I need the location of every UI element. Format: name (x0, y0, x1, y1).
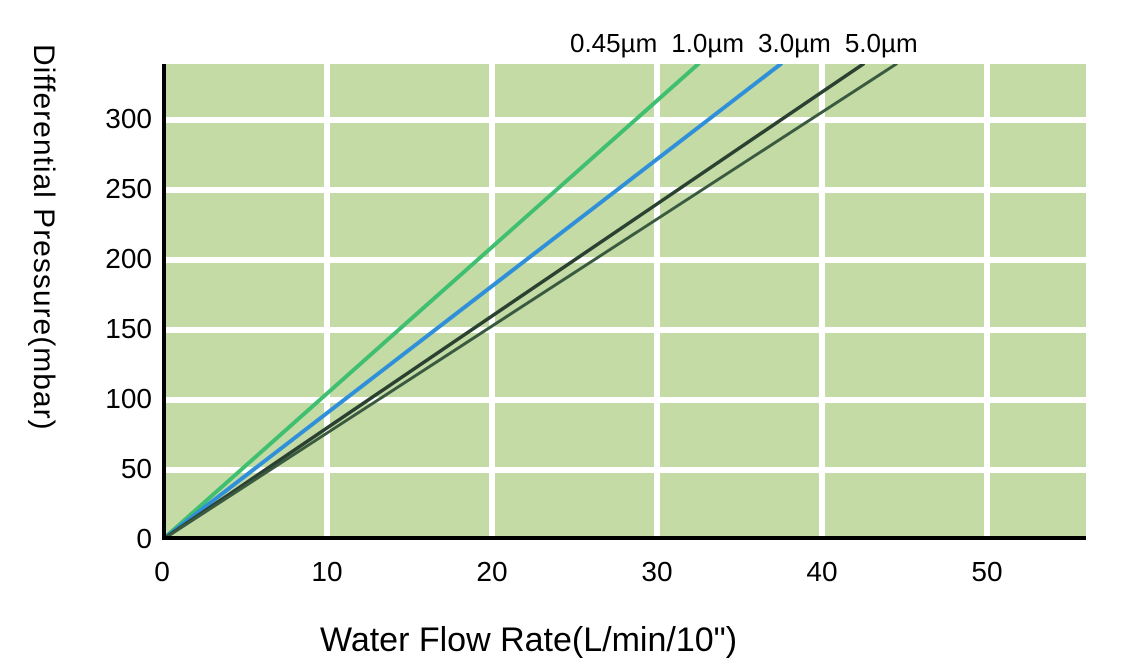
y-tick-label: 150 (92, 313, 152, 345)
y-tick-label: 250 (92, 173, 152, 205)
x-tick-label: 10 (302, 556, 352, 588)
x-tick-label: 0 (137, 556, 187, 588)
series-label-3: 5.0µm (845, 28, 918, 59)
x-tick-label: 30 (632, 556, 682, 588)
series-labels: 0.45µm 1.0µm 3.0µm 5.0µm (570, 28, 918, 59)
x-tick-label: 50 (962, 556, 1012, 588)
chart-container: Differential Pressure(mbar) 0.45µm 1.0µm… (0, 0, 1132, 672)
y-tick-label: 200 (92, 243, 152, 275)
x-axis-label: Water Flow Rate(L/min/10") (320, 621, 737, 660)
x-tick-label: 20 (467, 556, 517, 588)
x-tick-label: 40 (797, 556, 847, 588)
plot-area (162, 64, 1086, 540)
y-tick-label: 300 (92, 103, 152, 135)
y-tick-label: 100 (92, 383, 152, 415)
y-tick-label: 50 (92, 453, 152, 485)
y-tick-label: 0 (92, 523, 152, 555)
plot-svg (162, 64, 1086, 540)
series-label-0: 0.45µm (570, 28, 657, 59)
series-label-2: 3.0µm (758, 28, 831, 59)
y-axis-label: Differential Pressure(mbar) (26, 44, 60, 431)
series-label-1: 1.0µm (671, 28, 744, 59)
